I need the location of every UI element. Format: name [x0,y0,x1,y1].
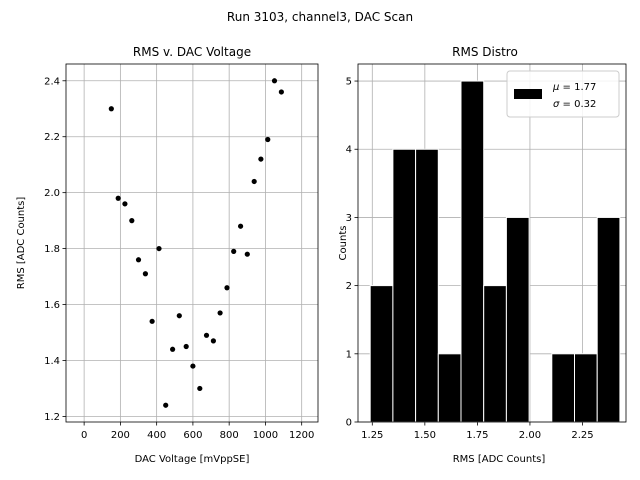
scatter-point [278,89,284,95]
scatter-axes: RMS v. DAC Voltage DAC Voltage [mVppSE] … [16,45,319,465]
histogram-bar [551,353,576,423]
scatter-point [190,363,196,369]
scatter-point [251,178,257,185]
histogram-y-tick-label: 0 [346,418,352,429]
scatter-x-tick-label: 1200 [289,430,314,441]
histogram-y-tick-label: 3 [346,213,352,224]
scatter-y-tick-label: 2.4 [44,76,60,87]
scatter-point [135,257,142,263]
scatter-y-tick-label: 1.4 [44,356,60,367]
histogram-bar [596,216,621,423]
histogram-bar [574,353,598,423]
scatter-point [170,346,176,352]
scatter-point [122,201,128,207]
scatter-x-tick-label: 1000 [253,430,278,441]
legend-entry: σ = 0.32 [553,99,596,110]
scatter-point [210,338,216,344]
scatter-point [231,248,237,254]
histogram-bar [483,285,507,423]
scatter-point [203,332,210,338]
scatter-point [271,78,278,84]
histogram-legend: μ = 1.77 σ = 0.32 [506,70,620,118]
scatter-point [183,343,189,350]
scatter-point [258,156,264,162]
histogram-bar [369,285,394,423]
scatter-point [129,218,135,224]
histogram-x-tick-label: 2.00 [519,430,541,441]
histogram-y-tick-label: 2 [346,281,352,292]
histogram-x-tick-label: 2.25 [571,430,593,441]
scatter-x-tick-label: 600 [183,430,202,441]
scatter-point [265,136,271,143]
scatter-point [108,106,114,112]
figure-suptitle: Run 3103, channel3, DAC Scan [227,10,413,24]
histogram-title: RMS Distro [452,45,518,59]
scatter-title: RMS v. DAC Voltage [133,45,251,59]
scatter-x-tick-label: 400 [147,430,166,441]
histogram-x-tick-label: 1.50 [414,430,436,441]
histogram-bar [505,216,530,423]
legend-frame [506,70,620,118]
scatter-point [142,271,149,277]
histogram-axes: RMS Distro RMS [ADC Counts] Counts 1.25 1… [338,45,627,465]
scatter-point [224,285,230,291]
scatter-point [115,195,121,201]
scatter-y-tick-label: 1.6 [44,300,60,311]
scatter-point [244,251,250,257]
scatter-point [217,310,223,316]
legend-swatch [514,89,542,99]
scatter-point [176,313,182,319]
scatter-x-tick-label: 200 [111,430,130,441]
histogram-xlabel: RMS [ADC Counts] [453,454,546,465]
scatter-x-tick-label: 800 [220,430,239,441]
scatter-frame [65,63,319,423]
legend-entry: μ = 1.77 [552,82,596,93]
histogram-bar [460,80,485,423]
scatter-y-tick-label: 1.8 [44,244,60,255]
scatter-y-tick-label: 1.2 [44,412,60,423]
histogram-bar [392,148,417,423]
histogram-bar [437,353,462,423]
scatter-point [163,402,169,408]
scatter-y-tick-label: 2.2 [44,132,60,143]
histogram-y-tick-label: 4 [346,145,352,156]
scatter-point [237,223,244,229]
histogram-ylabel: Counts [338,226,349,261]
histogram-y-tick-label: 1 [346,349,352,360]
scatter-x-tick-label: 0 [81,430,87,441]
histogram-bar [415,148,439,423]
scatter-point [197,385,203,392]
scatter-point [149,318,155,324]
histogram-x-tick-label: 1.25 [361,430,383,441]
histogram-frame [357,63,627,423]
scatter-ylabel: RMS [ADC Counts] [16,197,27,290]
scatter-xlabel: DAC Voltage [mVppSE] [135,454,250,465]
histogram-x-tick-label: 1.75 [466,430,488,441]
scatter-y-tick-label: 2.0 [44,188,60,199]
scatter-point [156,245,162,252]
histogram-y-tick-label: 5 [346,77,352,88]
